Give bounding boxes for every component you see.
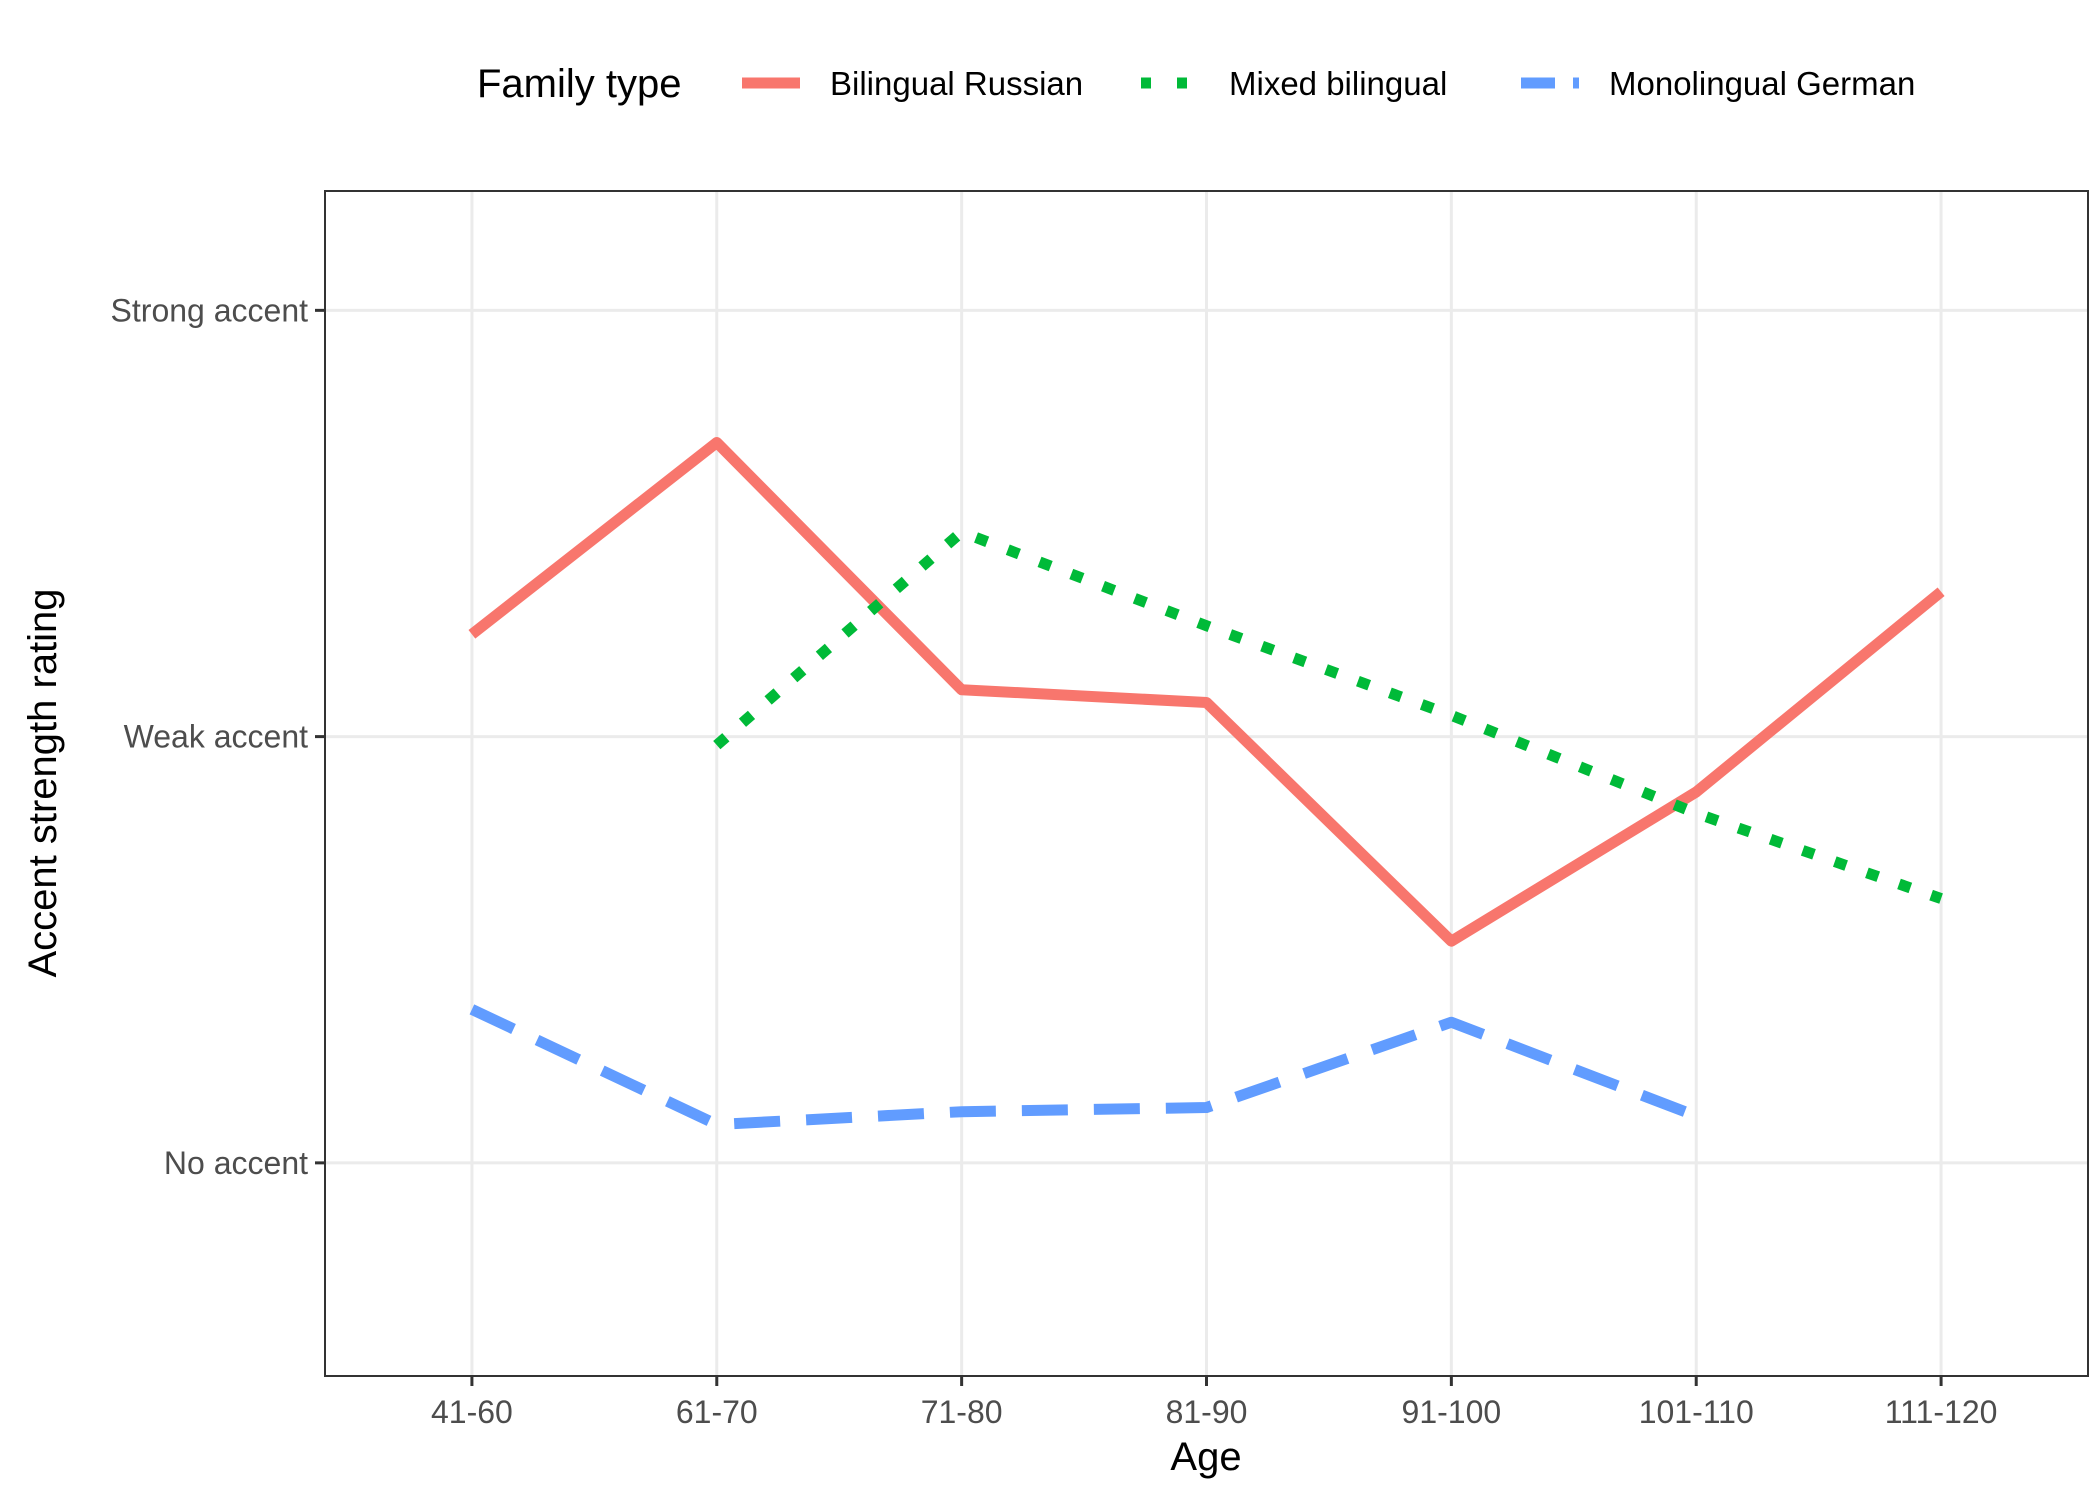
y-axis-title: Accent strength rating <box>21 588 65 977</box>
legend-items: Bilingual Russian Mixed bilingual Monoling… <box>742 65 1915 102</box>
legend-label: Mixed bilingual <box>1229 65 1447 102</box>
x-tick-label: 41-60 <box>431 1394 513 1430</box>
x-tick-label: 91-100 <box>1402 1394 1502 1430</box>
x-tick-label: 61-70 <box>676 1394 758 1430</box>
y-axis: No accent Weak accent Strong accent <box>111 292 325 1181</box>
series-lines <box>468 437 1945 1130</box>
series-line-monolingual-german <box>469 1004 1699 1130</box>
x-tick-label: 71-80 <box>921 1394 1003 1430</box>
gridlines <box>325 191 2088 1376</box>
legend: Family type Bilingual Russian Mixed bilin… <box>477 62 1915 106</box>
series-line-bilingual-russian <box>468 437 1945 947</box>
series-line-mixed-bilingual <box>713 526 1943 904</box>
legend-title: Family type <box>477 62 682 106</box>
y-tick-label: No accent <box>164 1145 308 1181</box>
x-axis: 41-60 61-70 71-80 81-90 91-100 101-110 111-120 <box>431 1376 1997 1430</box>
x-tick-label: 111-120 <box>1885 1394 1998 1430</box>
x-axis-title: Age <box>1170 1435 1241 1479</box>
legend-label: Monolingual German <box>1609 65 1915 102</box>
y-tick-label: Strong accent <box>111 292 309 328</box>
x-tick-label: 101-110 <box>1639 1394 1754 1430</box>
x-tick-label: 81-90 <box>1166 1394 1248 1430</box>
plot-panel <box>324 190 2089 1377</box>
y-tick-label: Weak accent <box>124 719 309 755</box>
legend-label: Bilingual Russian <box>830 65 1083 102</box>
